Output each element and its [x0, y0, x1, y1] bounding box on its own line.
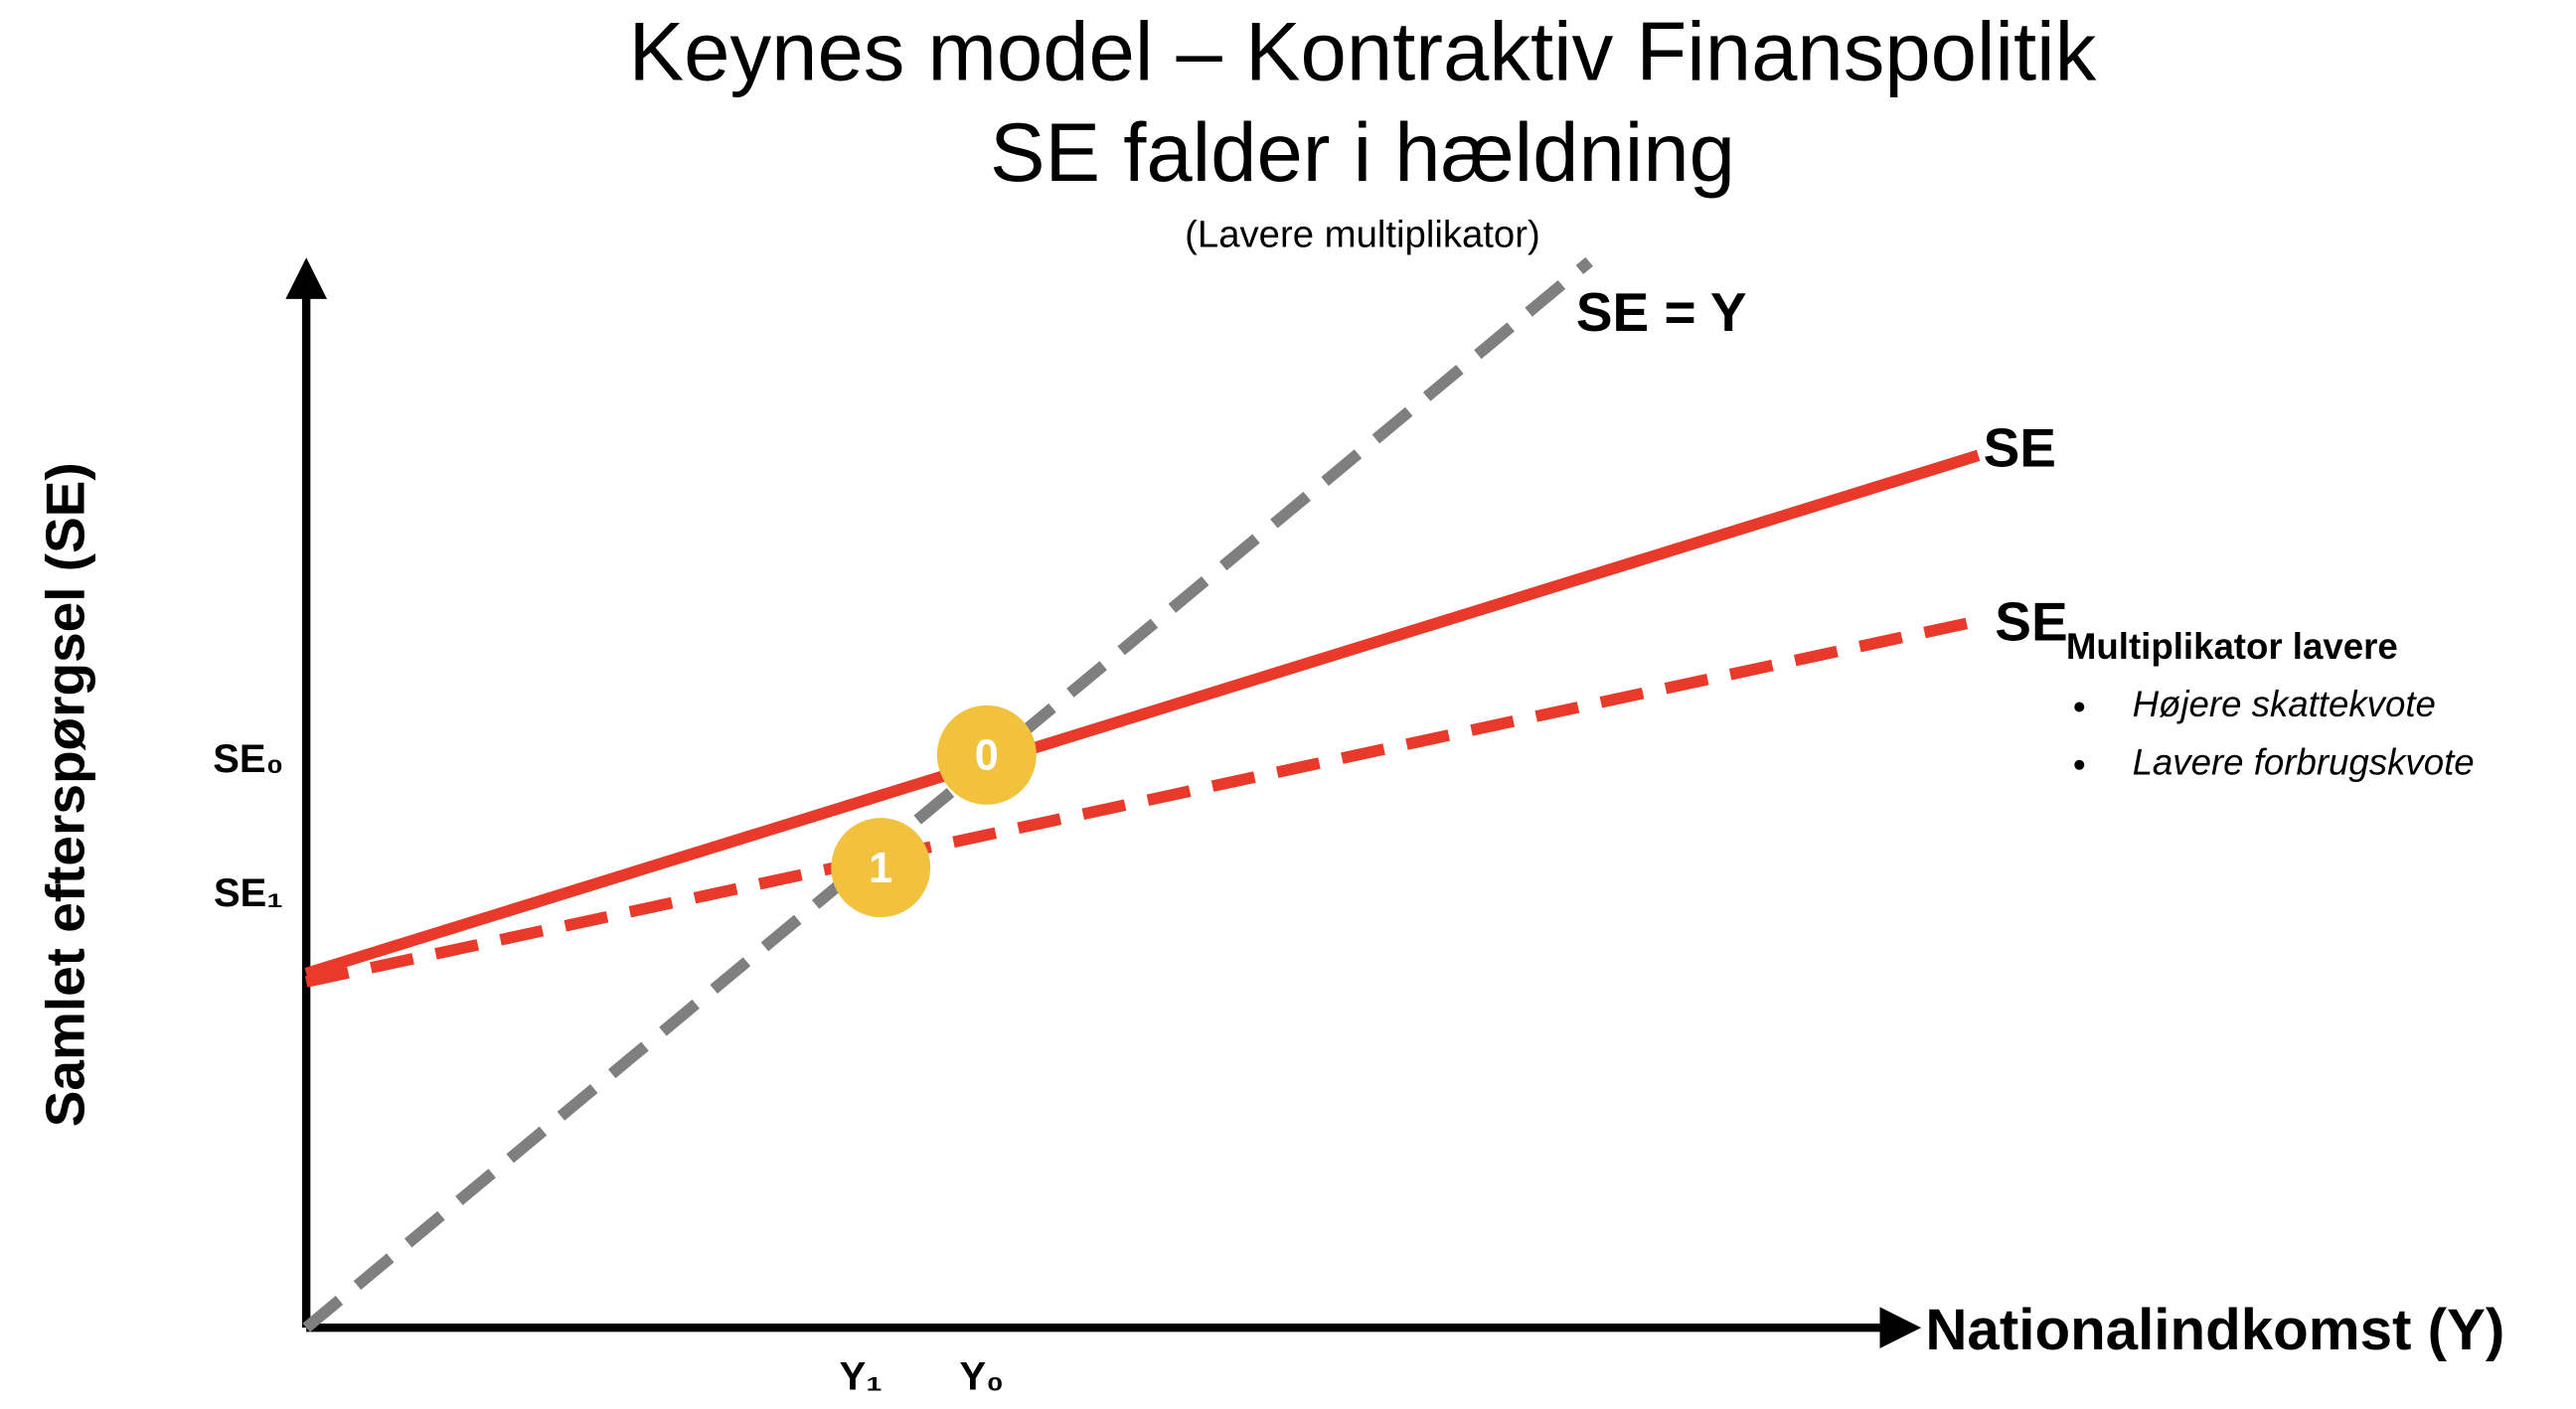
subtitle: (Lavere multiplikator): [1185, 214, 1540, 256]
x-mark: Y₁: [840, 1354, 883, 1398]
title-line: SE falder i hældning: [990, 106, 1735, 199]
identity-line: [302, 256, 1593, 1332]
line-label: SE: [1984, 416, 2056, 478]
line-label-sub: Multiplikator lavere: [2066, 626, 2398, 667]
point-label: 1: [869, 845, 892, 892]
bullet: [2074, 759, 2085, 770]
point-label: 0: [975, 732, 999, 780]
se-line: [304, 449, 1981, 980]
equilibrium-point: [936, 704, 1037, 805]
line-label: SE: [1995, 590, 2067, 652]
bullet-text: Højere skattekvote: [2133, 684, 2436, 724]
bullet-text: Lavere forbrugskvote: [2133, 741, 2475, 782]
equilibrium-point: [831, 818, 931, 918]
bullet: [2074, 702, 2085, 712]
x-axis-label: Nationalindkomst (Y): [1925, 1298, 2504, 1362]
y-mark: SE₀: [213, 737, 283, 781]
line-label: SE = Y: [1576, 281, 1747, 343]
title-line: Keynes model – Kontraktiv Finanspolitik: [629, 6, 2097, 98]
y-axis-label: Samlet efterspørgsel (SE): [34, 462, 95, 1127]
y-mark: SE₁: [214, 871, 283, 915]
se-new-line: [304, 615, 1980, 988]
x-mark: Y₀: [959, 1354, 1004, 1398]
